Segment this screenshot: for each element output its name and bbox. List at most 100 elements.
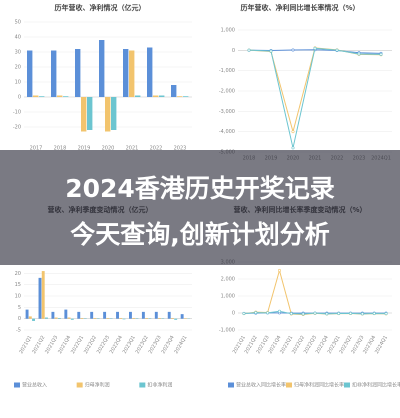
y-tick-label: 20 — [15, 271, 21, 277]
bar — [57, 95, 63, 97]
bar — [51, 50, 57, 97]
x-tick-label: 2023 — [174, 146, 187, 152]
bar — [103, 311, 107, 319]
legend-swatch — [286, 382, 292, 388]
bar — [51, 311, 55, 319]
bar — [180, 314, 184, 319]
legend-label: 营业总收入同比增长率 — [236, 382, 286, 389]
y-tick-label: 1,000 — [221, 294, 235, 300]
x-tick-label: 2020 — [102, 146, 115, 152]
bar — [32, 318, 35, 321]
overlay-band — [0, 150, 400, 265]
x-tick-label: 2017 — [30, 146, 43, 152]
bar — [159, 95, 165, 97]
bar — [67, 317, 71, 319]
y-tick-label: 15 — [15, 282, 21, 288]
bar — [93, 317, 97, 319]
bar — [174, 318, 178, 320]
point — [372, 312, 376, 316]
x-tick-label: 2021 — [126, 146, 139, 152]
bar — [129, 50, 135, 97]
point — [289, 312, 293, 316]
bar — [132, 317, 136, 319]
x-tick-label: 2018 — [54, 146, 67, 152]
legend-swatch — [14, 382, 20, 388]
point — [313, 311, 317, 315]
y-tick-label: 0 — [232, 48, 235, 54]
legend-swatch — [228, 382, 234, 388]
bar — [106, 317, 110, 319]
bar — [27, 50, 33, 97]
bar — [111, 97, 117, 130]
overlay-subtitle: 今天查询,创新计划分析 — [70, 220, 330, 249]
point — [277, 268, 281, 272]
y-tick-label: -1,000 — [219, 68, 235, 74]
y-tick-label: 0 — [232, 311, 235, 317]
y-tick-label: -1,000 — [219, 328, 235, 334]
legend-label: 归母净利润 — [85, 382, 110, 389]
bar — [38, 277, 42, 319]
bar — [90, 311, 94, 319]
x-tick-label: 2022 — [150, 146, 163, 152]
y-tick-label: -5 — [16, 328, 21, 334]
chart-title: 历年营收、净利情况（亿元） — [55, 3, 146, 12]
y-tick-label: -4,000 — [219, 129, 235, 135]
chart-title: 历年营收、净利同比增长率情况（%） — [240, 3, 359, 12]
bar — [33, 95, 39, 97]
legend-label: 归母净利润同比增长率 — [294, 382, 344, 389]
bar — [64, 309, 68, 319]
bar — [99, 40, 105, 97]
point — [379, 52, 383, 56]
y-tick-label: -3,000 — [219, 109, 235, 115]
y-tick-label: -20 — [13, 125, 21, 131]
y-tick-label: 10 — [15, 80, 21, 86]
bar — [28, 316, 32, 319]
bar — [153, 95, 159, 97]
bar — [167, 311, 171, 319]
point — [269, 49, 273, 53]
legend-swatch — [139, 382, 146, 388]
point — [360, 312, 364, 316]
bar — [122, 318, 126, 320]
bar — [54, 317, 58, 319]
bar — [63, 96, 69, 97]
bar — [135, 95, 141, 97]
point — [313, 46, 317, 50]
point — [291, 130, 295, 134]
bar — [145, 317, 149, 319]
bar — [116, 311, 119, 319]
bar — [75, 49, 81, 97]
point — [266, 311, 270, 315]
legend-swatch — [344, 382, 350, 388]
bar — [129, 311, 132, 319]
y-tick-label: 1,000 — [221, 28, 235, 34]
bar — [25, 309, 29, 319]
bar — [123, 49, 129, 97]
bar — [141, 311, 145, 319]
legend-label: 扣非净利润同比增长率 — [352, 382, 400, 389]
y-tick-label: 0 — [18, 95, 21, 101]
point — [277, 309, 281, 313]
bar — [87, 97, 93, 130]
bar — [171, 317, 174, 319]
bar — [158, 317, 161, 319]
point — [254, 311, 258, 315]
bar — [57, 317, 61, 319]
bar — [105, 97, 111, 132]
bar — [119, 317, 123, 319]
point — [291, 146, 295, 150]
y-tick-label: 10 — [15, 294, 21, 300]
bar — [171, 85, 177, 97]
y-tick-label: -10 — [13, 110, 21, 116]
bar — [80, 317, 84, 319]
point — [325, 312, 329, 316]
x-tick-label: 2019 — [78, 146, 91, 152]
bar — [77, 311, 81, 319]
bar — [183, 96, 189, 97]
point — [291, 48, 295, 52]
bar — [39, 96, 45, 97]
point — [349, 311, 353, 315]
point — [337, 312, 341, 316]
point — [384, 312, 388, 316]
y-tick-label: -2,000 — [219, 89, 235, 95]
